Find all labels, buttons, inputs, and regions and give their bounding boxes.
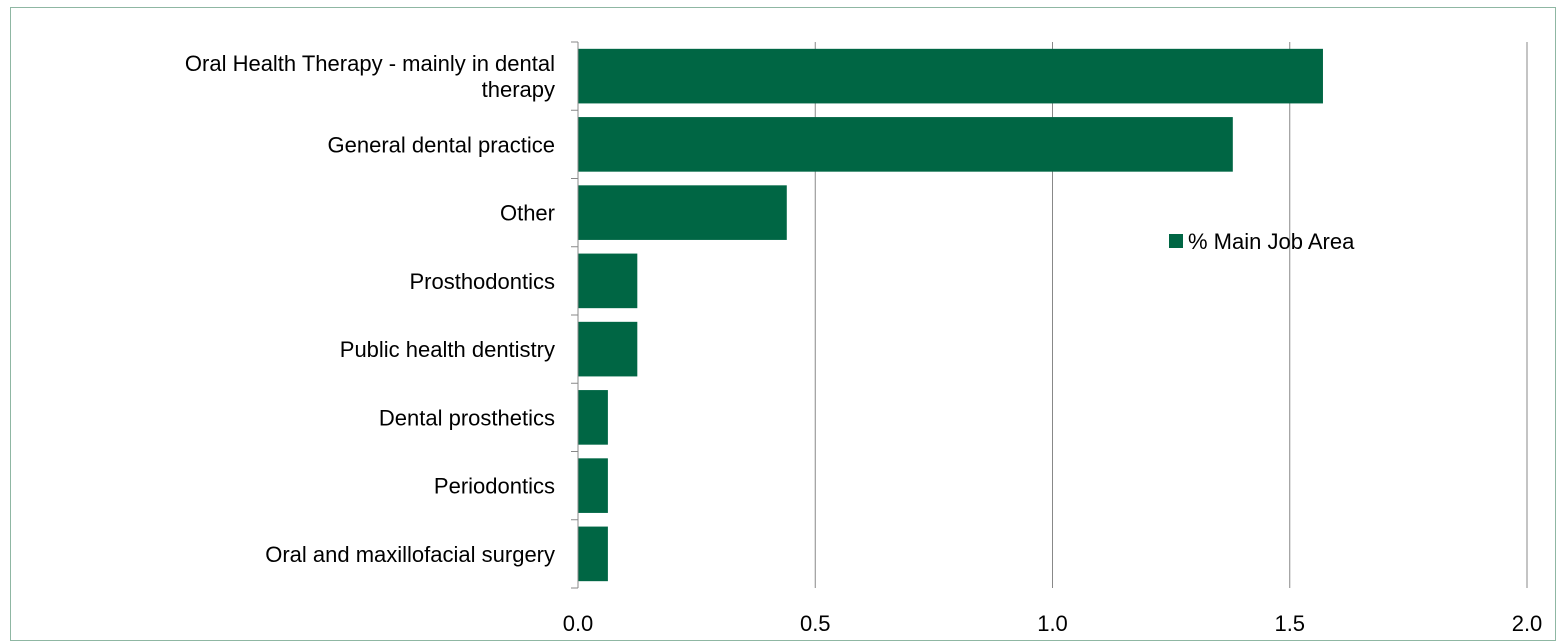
- category-label-0-0: Oral Health Therapy - mainly in dental: [185, 51, 555, 76]
- x-tick-label-2: 1.0: [1037, 611, 1068, 636]
- category-label-0-1: therapy: [482, 77, 555, 102]
- category-axis: [571, 41, 579, 589]
- bar-3: [578, 253, 638, 309]
- category-label-6-0: Periodontics: [434, 474, 555, 499]
- bars: [578, 48, 1323, 582]
- bar-7: [578, 526, 608, 582]
- x-tick-labels: 0.0 0.5 1.0 1.5 2.0: [563, 611, 1543, 636]
- category-labels: Oral Health Therapy - mainly in dentalth…: [185, 51, 555, 567]
- x-tick-label-3: 1.5: [1274, 611, 1305, 636]
- bar-4: [578, 321, 638, 377]
- x-tick-label-1: 0.5: [800, 611, 831, 636]
- category-label-5-0: Dental prosthetics: [379, 405, 555, 430]
- category-label-2-0: Other: [500, 201, 555, 226]
- bar-5: [578, 390, 608, 445]
- x-tick-label-0: 0.0: [563, 611, 594, 636]
- bar-2: [578, 185, 787, 240]
- legend: % Main Job Area: [1169, 229, 1355, 254]
- legend-label: % Main Job Area: [1188, 229, 1355, 254]
- chart-frame: [10, 7, 1556, 641]
- category-label-4-0: Public health dentistry: [340, 337, 555, 362]
- category-label-1-0: General dental practice: [328, 132, 555, 157]
- bar-1: [578, 117, 1233, 172]
- category-label-7-0: Oral and maxillofacial surgery: [265, 542, 555, 567]
- bar-0: [578, 48, 1323, 104]
- category-label-3-0: Prosthodontics: [409, 269, 555, 294]
- x-tick-label-4: 2.0: [1512, 611, 1543, 636]
- bar-6: [578, 458, 608, 513]
- legend-swatch: [1169, 234, 1183, 248]
